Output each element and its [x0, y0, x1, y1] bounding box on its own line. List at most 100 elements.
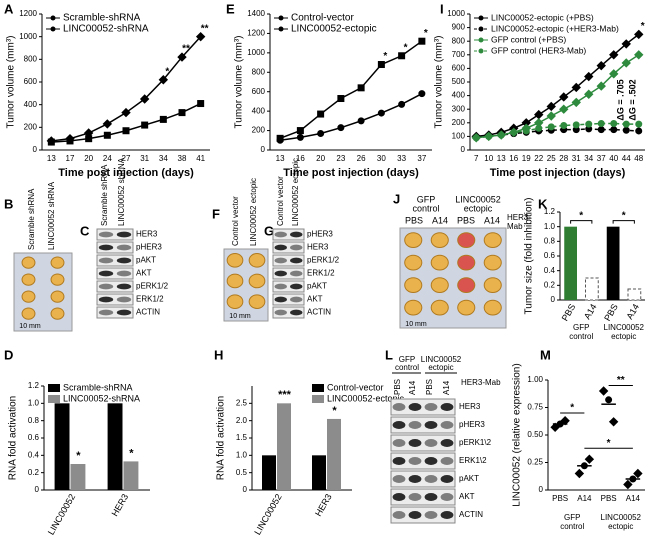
column-label: A14: [408, 380, 417, 395]
panel-label: A: [4, 1, 14, 16]
annotation: *: [383, 51, 387, 62]
annotation: *: [424, 28, 428, 39]
row-label: pAKT: [307, 282, 327, 291]
blot-band: [274, 283, 287, 290]
column-label: PBS: [393, 379, 402, 395]
tumor: [457, 277, 476, 294]
x-tick-label: 13: [497, 154, 506, 163]
blot-band: [392, 475, 406, 483]
point: [103, 131, 111, 139]
blot-band: [424, 403, 438, 411]
column-label: A14: [432, 215, 448, 225]
point: [610, 126, 618, 134]
x-tick-label: HER3: [313, 492, 334, 518]
y-axis-label: LINC00052 (relative expression): [512, 363, 523, 506]
row-label: pHER3: [459, 420, 485, 429]
column-label: PBS: [405, 215, 423, 225]
y-tick-label: 600: [24, 77, 38, 86]
point: [596, 60, 606, 71]
y-tick-label: 600: [252, 87, 266, 96]
blot-band: [290, 309, 303, 316]
y-tick-label: 1400: [247, 9, 265, 18]
bar: [327, 418, 341, 490]
group-label: ectopic: [611, 332, 636, 341]
tumor: [404, 299, 423, 316]
x-tick-label: 25: [547, 154, 556, 163]
point: [377, 61, 385, 69]
column-label: LINC00052 shRNA: [47, 181, 56, 250]
sig-bracket: [612, 220, 635, 224]
point: [158, 75, 169, 85]
blot-band: [440, 421, 454, 429]
panel-label: I: [440, 1, 444, 16]
sig-bracket: [570, 220, 593, 224]
annotation: *: [622, 210, 626, 221]
legend-dot: [478, 26, 484, 32]
blot-band: [408, 421, 422, 429]
group-label: GFP: [573, 323, 589, 332]
legend-label: GFP control (+PBS): [491, 34, 566, 44]
point: [634, 50, 644, 60]
annotation: *: [76, 450, 81, 462]
x-tick-label: PBS: [552, 494, 568, 503]
x-tick-label: 27: [122, 154, 131, 163]
x-tick-label: 34: [584, 154, 593, 163]
legend-label: Control-vector: [291, 13, 354, 24]
blot-strip: [390, 416, 456, 434]
blot-band: [98, 270, 114, 277]
panel-label: L: [385, 347, 393, 362]
tumor: [457, 299, 476, 316]
legend-label: GFP control (HER3-Mab): [491, 45, 586, 55]
y-tick-label: 0.2: [544, 280, 556, 289]
point: [629, 475, 637, 483]
x-tick-label: 22: [534, 154, 543, 163]
blot-band: [290, 270, 303, 277]
point: [276, 134, 284, 142]
y-tick-label: 0.2: [28, 468, 40, 477]
point: [608, 417, 619, 427]
x-tick-label: 16: [509, 154, 518, 163]
y-tick-label: 1000: [247, 48, 265, 57]
blot-band: [408, 439, 422, 447]
y-tick-label: 400: [452, 91, 466, 100]
legend-key: [48, 395, 60, 403]
blot-band: [424, 457, 438, 465]
tumor: [50, 307, 65, 320]
panel-label: G: [264, 223, 274, 238]
point: [622, 126, 630, 134]
x-tick-label: 41: [196, 154, 205, 163]
y-axis-label: RNA fold activation: [216, 396, 227, 481]
annotation: *: [165, 66, 169, 77]
blot-band: [274, 309, 287, 316]
annotation: *: [129, 447, 134, 459]
legend-key: [48, 384, 60, 392]
point: [609, 69, 619, 79]
y-tick-label: 0: [551, 295, 556, 304]
point: [472, 134, 480, 142]
tumor: [226, 294, 244, 309]
tumor: [21, 307, 36, 320]
x-tick-label: PBS: [602, 302, 620, 323]
column-label: A14: [484, 215, 500, 225]
column-label: A14: [442, 380, 451, 395]
blot-strip: [96, 306, 134, 319]
point: [535, 124, 543, 132]
legend-label: Scramble-shRNA: [63, 13, 141, 24]
point: [634, 29, 644, 40]
point: [547, 123, 555, 131]
point: [141, 121, 149, 129]
point: [596, 81, 606, 91]
point: [418, 37, 426, 45]
column-label: Scramble shRNA: [100, 164, 109, 226]
tumor: [404, 254, 423, 271]
point: [635, 127, 643, 135]
column-label: LINC00052 ectopic: [249, 178, 258, 246]
row-label: ERK1/2: [307, 269, 335, 278]
group-label: LINC00052: [604, 323, 645, 332]
blot-band: [116, 257, 132, 264]
x-tick-label: 17: [66, 154, 75, 163]
blot-strip: [96, 293, 134, 306]
blot-band: [116, 283, 132, 290]
row-label: AKT: [459, 492, 475, 501]
blot-band: [98, 231, 114, 238]
